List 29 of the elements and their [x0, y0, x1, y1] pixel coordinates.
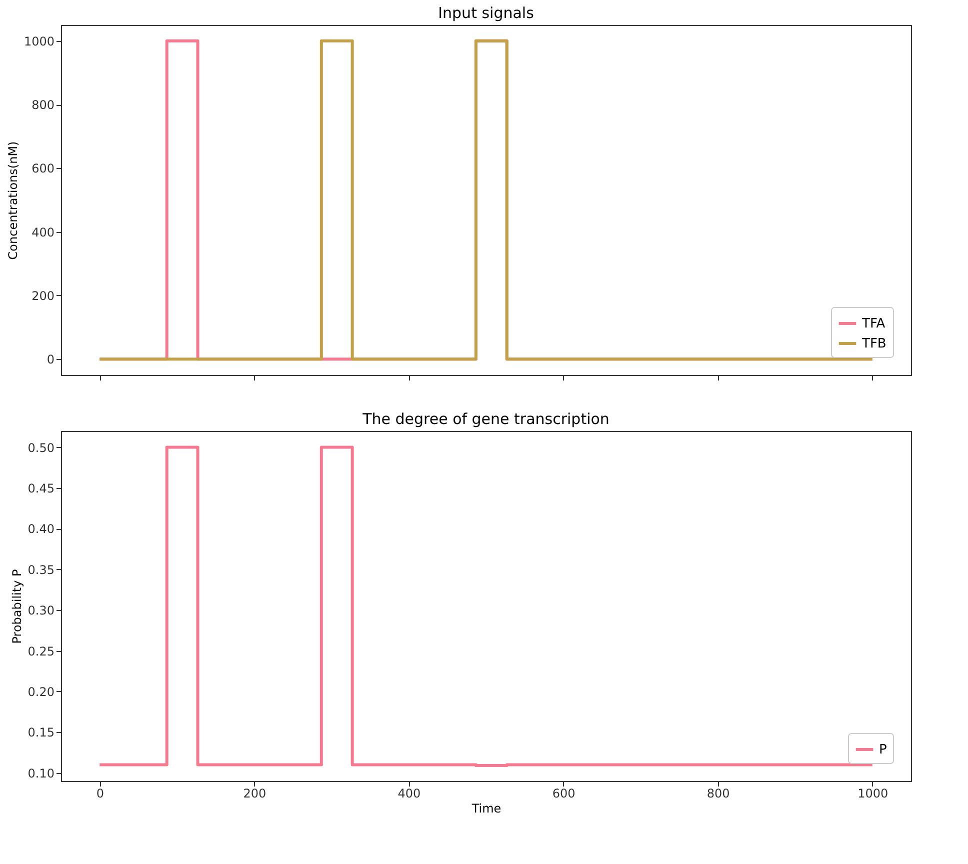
y-tick-label: 200	[32, 288, 54, 303]
x-tick-label: 800	[706, 786, 730, 800]
y-tick-label: 0.20	[28, 684, 54, 699]
x-tick-label: 200	[243, 786, 266, 800]
y-tick-label: 0.15	[28, 726, 54, 740]
y-tick-label: 400	[32, 225, 54, 240]
y-tick-label: 600	[32, 162, 54, 176]
x-axis-title: Time	[470, 802, 502, 816]
legend-label: TFA	[861, 316, 886, 332]
x-tick-label: 1000	[858, 786, 888, 800]
y-axis-title: Probability P	[10, 569, 24, 644]
y-tick-label: 0.35	[28, 562, 54, 577]
y-tick-label: 1000	[24, 34, 54, 48]
y-tick-label: 0.10	[28, 766, 54, 780]
legend-label: P	[879, 742, 887, 758]
y-tick-label: 0.25	[28, 644, 54, 658]
y-axis-title: Concentrations(nM)	[6, 141, 20, 260]
y-tick-label: 0.30	[28, 604, 54, 618]
y-tick-label: 800	[32, 98, 54, 112]
x-tick-label: 400	[398, 786, 421, 800]
y-tick-label: 0	[46, 352, 54, 367]
x-tick-label: 600	[552, 786, 576, 800]
chart-title: Input signals	[438, 4, 534, 22]
y-tick-label: 0.45	[28, 481, 54, 496]
x-tick-label: 0	[96, 786, 104, 800]
chart-title: The degree of gene transcription	[362, 410, 610, 428]
y-tick-label: 0.40	[28, 522, 54, 536]
y-tick-label: 0.50	[28, 440, 54, 455]
legend-label: TFB	[861, 336, 886, 352]
